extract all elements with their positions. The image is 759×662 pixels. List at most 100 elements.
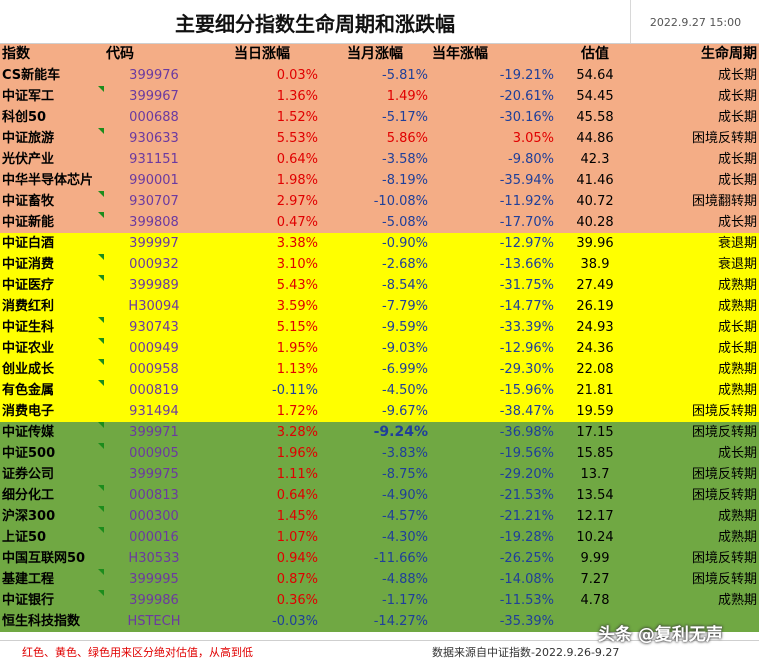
- day-change: 0.87%: [204, 569, 320, 590]
- index-name: 中华半导体芯片: [0, 170, 104, 191]
- year-change: -21.21%: [430, 506, 556, 527]
- comment-marker-icon: [98, 506, 104, 512]
- index-code: 399967: [104, 86, 204, 107]
- year-change: -36.98%: [430, 422, 556, 443]
- year-change: -20.61%: [430, 86, 556, 107]
- year-change: -15.96%: [430, 380, 556, 401]
- table-row: 中证银行 399986 0.36% -1.17% -11.53% 4.78 成熟期: [0, 590, 759, 611]
- life-cycle: 困境翻转期: [634, 191, 759, 212]
- table-row: 中证医疗 399989 5.43% -8.54% -31.75% 27.49 成熟期: [0, 275, 759, 296]
- comment-marker-icon: [98, 359, 104, 365]
- year-change: -30.16%: [430, 107, 556, 128]
- valuation: [556, 611, 634, 632]
- year-change: -35.94%: [430, 170, 556, 191]
- day-change: 1.95%: [204, 338, 320, 359]
- index-table: 指数 代码 当日涨幅 当月涨幅 当年涨幅 估值 生命周期 CS新能车 399976…: [0, 44, 759, 632]
- table-row: 中证畜牧 930707 2.97% -10.08% -11.92% 40.72 困境翻转期: [0, 191, 759, 212]
- valuation: 4.78: [556, 590, 634, 611]
- life-cycle: [634, 611, 759, 632]
- life-cycle: 成长期: [634, 443, 759, 464]
- index-name: 创业成长: [0, 359, 104, 380]
- index-name: CS新能车: [0, 65, 104, 86]
- life-cycle: 成熟期: [634, 359, 759, 380]
- month-change: -9.59%: [320, 317, 430, 338]
- valuation: 41.46: [556, 170, 634, 191]
- life-cycle: 成长期: [634, 338, 759, 359]
- table-row: 创业成长 000958 1.13% -6.99% -29.30% 22.08 成熟期: [0, 359, 759, 380]
- index-code: 931151: [104, 149, 204, 170]
- col-header-month-change: 当月涨幅: [320, 44, 430, 65]
- life-cycle: 成长期: [634, 65, 759, 86]
- index-code: 000819: [104, 380, 204, 401]
- month-change: -3.58%: [320, 149, 430, 170]
- comment-marker-icon: [98, 485, 104, 491]
- year-change: -19.56%: [430, 443, 556, 464]
- table-row: 有色金属 000819 -0.11% -4.50% -15.96% 21.81 成熟期: [0, 380, 759, 401]
- valuation: 39.96: [556, 233, 634, 254]
- year-change: -26.25%: [430, 548, 556, 569]
- life-cycle: 成熟期: [634, 506, 759, 527]
- index-code: 399808: [104, 212, 204, 233]
- index-code: 000958: [104, 359, 204, 380]
- table-row: 中证白酒 399997 3.38% -0.90% -12.97% 39.96 衰退期: [0, 233, 759, 254]
- day-change: 1.11%: [204, 464, 320, 485]
- table-row: 中国互联网50 H30533 0.94% -11.66% -26.25% 9.99 困境反转…: [0, 548, 759, 569]
- valuation: 54.45: [556, 86, 634, 107]
- life-cycle: 困境反转期: [634, 128, 759, 149]
- comment-marker-icon: [98, 191, 104, 197]
- month-change: -4.30%: [320, 527, 430, 548]
- index-name: 证券公司: [0, 464, 104, 485]
- day-change: 0.94%: [204, 548, 320, 569]
- life-cycle: 困境反转期: [634, 401, 759, 422]
- life-cycle: 衰退期: [634, 233, 759, 254]
- valuation: 24.36: [556, 338, 634, 359]
- comment-marker-icon: [98, 380, 104, 386]
- index-code: 990001: [104, 170, 204, 191]
- valuation: 19.59: [556, 401, 634, 422]
- index-code: 930707: [104, 191, 204, 212]
- month-change: -2.68%: [320, 254, 430, 275]
- day-change: 5.43%: [204, 275, 320, 296]
- index-name: 中证农业: [0, 338, 104, 359]
- index-code: 000300: [104, 506, 204, 527]
- index-code: H30094: [104, 296, 204, 317]
- index-name: 中证500: [0, 443, 104, 464]
- month-change: -9.03%: [320, 338, 430, 359]
- table-row: 中证农业 000949 1.95% -9.03% -12.96% 24.36 成长期: [0, 338, 759, 359]
- index-code: 000932: [104, 254, 204, 275]
- life-cycle: 困境反转期: [634, 464, 759, 485]
- index-code: 399971: [104, 422, 204, 443]
- index-code: 000949: [104, 338, 204, 359]
- day-change: 1.36%: [204, 86, 320, 107]
- table-row: 中证消费 000932 3.10% -2.68% -13.66% 38.9 衰退期: [0, 254, 759, 275]
- valuation: 42.3: [556, 149, 634, 170]
- year-change: -21.53%: [430, 485, 556, 506]
- index-code: 399975: [104, 464, 204, 485]
- valuation: 24.93: [556, 317, 634, 338]
- index-name: 中证消费: [0, 254, 104, 275]
- index-code: 000813: [104, 485, 204, 506]
- life-cycle: 成长期: [634, 317, 759, 338]
- index-name: 中证银行: [0, 590, 104, 611]
- header-divider: [0, 43, 759, 44]
- table-row: 细分化工 000813 0.64% -4.90% -21.53% 13.54 困境反转期: [0, 485, 759, 506]
- valuation: 13.54: [556, 485, 634, 506]
- table-row: 恒生科技指数 HSTECH -0.03% -14.27% -35.39%: [0, 611, 759, 632]
- day-change: 2.97%: [204, 191, 320, 212]
- life-cycle: 衰退期: [634, 254, 759, 275]
- table-row: 中证军工 399967 1.36% 1.49% -20.61% 54.45 成长期: [0, 86, 759, 107]
- table-header-row: 指数 代码 当日涨幅 当月涨幅 当年涨幅 估值 生命周期: [0, 44, 759, 65]
- year-change: -35.39%: [430, 611, 556, 632]
- year-change: -38.47%: [430, 401, 556, 422]
- day-change: 3.38%: [204, 233, 320, 254]
- index-code: 000016: [104, 527, 204, 548]
- month-change: -5.81%: [320, 65, 430, 86]
- index-code: 399976: [104, 65, 204, 86]
- valuation: 40.28: [556, 212, 634, 233]
- month-change: -9.24%: [320, 422, 430, 443]
- month-change: -8.54%: [320, 275, 430, 296]
- day-change: 3.28%: [204, 422, 320, 443]
- month-change: -3.83%: [320, 443, 430, 464]
- index-name: 中国互联网50: [0, 548, 104, 569]
- index-code: 930633: [104, 128, 204, 149]
